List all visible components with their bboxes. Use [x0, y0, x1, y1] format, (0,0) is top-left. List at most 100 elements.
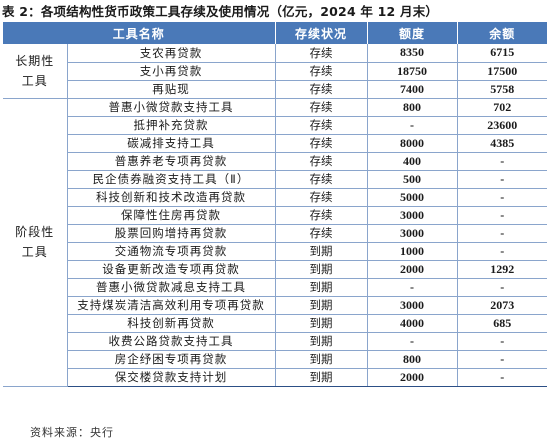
header-status: 存续状况 [274, 22, 368, 44]
quota-cell: 3000 [366, 206, 458, 225]
tool-name-cell: 科技创新再贷款 [66, 314, 276, 333]
status-cell: 存续 [274, 134, 368, 153]
table-title: 表 2：各项结构性货币政策工具存续及使用情况（亿元，2024 年 12 月末） [2, 4, 439, 19]
status-cell: 存续 [274, 188, 368, 207]
status-cell: 存续 [274, 152, 368, 171]
tool-name-cell: 房企纾困专项再贷款 [66, 350, 276, 369]
quota-cell: 800 [366, 350, 458, 369]
quota-cell: 4000 [366, 314, 458, 333]
status-cell: 到期 [274, 296, 368, 315]
balance-cell: - [456, 206, 548, 225]
quota-cell: - [366, 116, 458, 135]
table-row: 长期性 工具 支农再贷款 存续 8350 6715 [3, 44, 548, 99]
tool-name-cell: 支农再贷款 [66, 44, 276, 63]
status-cell: 到期 [274, 314, 368, 333]
status-cell: 存续 [274, 170, 368, 189]
status-cell: 存续 [274, 206, 368, 225]
status-cell: 到期 [274, 332, 368, 351]
table-row: 抵押补充贷款 存续 -23600 [3, 116, 548, 135]
tool-name-cell: 支小再贷款 [66, 62, 276, 81]
quota-cell: 400 [366, 152, 458, 171]
table-row: 科技创新再贷款 到期 4000 685 [3, 314, 548, 333]
table-row: 科技创新和技术改造再贷款 存续 5000- [3, 188, 548, 207]
table-row: 保障性住房再贷款 存续 3000- [3, 206, 548, 225]
table-row: 交通物流专项再贷款 到期 1000- [3, 242, 548, 261]
source-note: 资料来源：央行 [30, 426, 114, 439]
tool-name-cell: 碳减排支持工具 [66, 134, 276, 153]
balance-cell: 4385 [456, 134, 548, 153]
tool-name-cell: 抵押补充贷款 [66, 116, 276, 135]
table-row: 民企债券融资支持工具（Ⅱ） 存续 500- [3, 170, 548, 189]
quota-cell: 5000 [366, 188, 458, 207]
group-label: 长期性 工具 [3, 44, 67, 99]
tool-name-cell: 科技创新和技术改造再贷款 [66, 188, 276, 207]
balance-cell: 702 [456, 98, 548, 117]
balance-cell: 6715 [456, 44, 548, 63]
quota-cell: - [366, 332, 458, 351]
table-row: 支小再贷款 存续 18750 17500 [3, 62, 548, 81]
quota-cell: 7400 [366, 80, 458, 99]
tool-name-cell: 股票回购增持再贷款 [66, 224, 276, 243]
balance-cell: - [456, 278, 548, 297]
tool-name-cell: 保交楼贷款支持计划 [66, 368, 276, 387]
quota-cell: 2000 [366, 368, 458, 387]
tool-name-cell: 民企债券融资支持工具（Ⅱ） [66, 170, 276, 189]
table-row: 收费公路贷款支持工具 到期 - - [3, 332, 548, 351]
quota-cell: 2000 [366, 260, 458, 279]
table-body: 长期性 工具 支农再贷款 存续 8350 6715 支小再贷款 存续 18750 17500 再贴… [3, 44, 548, 387]
balance-cell: - [456, 188, 548, 207]
balance-cell: 1292 [456, 260, 548, 279]
table-row: 设备更新改造专项再贷款 到期 2000 1292 [3, 260, 548, 279]
tool-name-cell: 收费公路贷款支持工具 [66, 332, 276, 351]
header-row: 工具名称 存续状况 额度 余额 [3, 22, 548, 44]
status-cell: 到期 [274, 350, 368, 369]
quota-cell: - [366, 278, 458, 297]
status-cell: 存续 [274, 80, 368, 99]
balance-cell: 685 [456, 314, 548, 333]
tool-name-cell: 支持煤炭清洁高效利用专项再贷款 [66, 296, 276, 315]
balance-cell: 5758 [456, 80, 548, 99]
balance-cell: - [456, 350, 548, 369]
table-row: 再贴现 存续 7400 5758 [3, 80, 548, 99]
balance-cell: - [456, 224, 548, 243]
quota-cell: 800 [366, 98, 458, 117]
tool-name-cell: 普惠小微贷款减息支持工具 [66, 278, 276, 297]
status-cell: 存续 [274, 98, 368, 117]
header-quota: 额度 [366, 22, 458, 44]
status-cell: 存续 [274, 224, 368, 243]
status-cell: 到期 [274, 260, 368, 279]
table-row: 阶段性 工具 普惠小微贷款支持工具 存续 800 702 [3, 98, 548, 387]
balance-cell: 2073 [456, 296, 548, 315]
balance-cell: - [456, 332, 548, 351]
table-row: 房企纾困专项再贷款 到期 800- [3, 350, 548, 369]
tool-name-cell: 设备更新改造专项再贷款 [66, 260, 276, 279]
status-cell: 到期 [274, 278, 368, 297]
header-tool-name: 工具名称 [3, 22, 276, 44]
table-row: 普惠养老专项再贷款 存续 400- [3, 152, 548, 171]
quota-cell: 3000 [366, 296, 458, 315]
quota-cell: 500 [366, 170, 458, 189]
table-row: 支持煤炭清洁高效利用专项再贷款 到期 3000 2073 [3, 296, 548, 315]
balance-cell: - [456, 152, 548, 171]
tool-name-cell: 普惠养老专项再贷款 [66, 152, 276, 171]
status-cell: 存续 [274, 44, 368, 63]
quota-cell: 8000 [366, 134, 458, 153]
table-row: 碳减排支持工具 存续 8000 4385 [3, 134, 548, 153]
balance-cell: 17500 [456, 62, 548, 81]
tool-name-cell: 交通物流专项再贷款 [66, 242, 276, 261]
quota-cell: 3000 [366, 224, 458, 243]
group-label: 阶段性 工具 [3, 98, 67, 387]
tool-name-cell: 再贴现 [66, 80, 276, 99]
status-cell: 存续 [274, 62, 368, 81]
table-row: 股票回购增持再贷款 存续 3000- [3, 224, 548, 243]
quota-cell: 18750 [366, 62, 458, 81]
tool-name-cell: 普惠小微贷款支持工具 [66, 98, 276, 117]
balance-cell: - [456, 368, 548, 387]
quota-cell: 8350 [366, 44, 458, 63]
policy-tools-table: 工具名称 存续状况 额度 余额 长期性 工具 支农再贷款 存续 8350 6715 支小再… [3, 22, 548, 387]
balance-cell: - [456, 170, 548, 189]
status-cell: 到期 [274, 242, 368, 261]
table-row: 保交楼贷款支持计划 到期 2000- [3, 368, 548, 387]
header-balance: 余额 [456, 22, 548, 44]
status-cell: 到期 [274, 368, 368, 387]
